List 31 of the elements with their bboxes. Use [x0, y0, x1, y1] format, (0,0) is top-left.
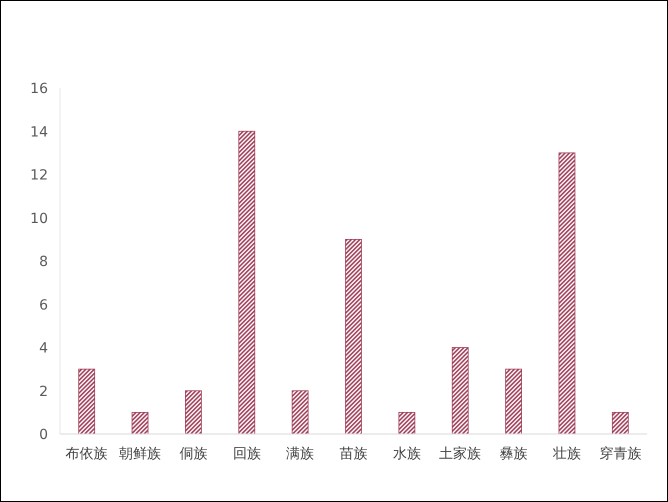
x-tick-label: 苗族 — [340, 446, 368, 462]
bar — [185, 390, 202, 434]
x-tick-label: 水族 — [392, 446, 421, 462]
y-tick-label: 4 — [39, 340, 48, 356]
x-tick-label: 穿青族 — [599, 446, 642, 462]
bar — [558, 152, 576, 434]
y-tick-label: 2 — [39, 384, 48, 400]
y-tick-label: 8 — [39, 254, 48, 270]
x-tick-label: 回族 — [232, 446, 261, 462]
x-tick-label: 满族 — [286, 446, 314, 462]
x-tick-label: 壮族 — [552, 446, 581, 462]
x-tick-label: 土家族 — [439, 446, 482, 462]
bar — [505, 368, 522, 434]
bar — [612, 412, 629, 434]
bar — [132, 412, 148, 434]
bar — [345, 238, 362, 434]
x-tick-label: 彝族 — [500, 446, 528, 462]
x-tick-label: 侗族 — [179, 446, 208, 462]
y-tick-label: 10 — [30, 210, 48, 227]
y-tick-label: 0 — [39, 427, 48, 443]
bar — [292, 390, 309, 434]
bar — [452, 347, 469, 434]
y-tick-label: 6 — [39, 297, 48, 314]
y-tick-label: 12 — [30, 168, 48, 184]
bar — [398, 412, 416, 434]
x-tick-label: 朝鲜族 — [119, 446, 162, 462]
y-tick-label: 16 — [30, 81, 48, 97]
x-tick-label: 布依族 — [66, 446, 108, 462]
y-tick-label: 14 — [30, 124, 48, 140]
bar — [78, 368, 96, 434]
bar — [238, 130, 256, 434]
